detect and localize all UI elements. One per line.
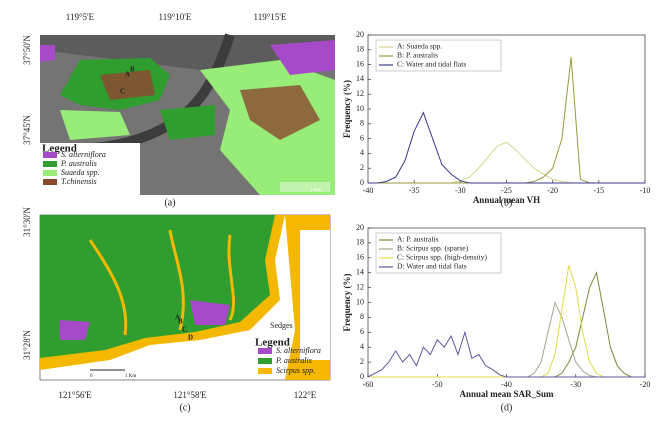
x-tick-label: -25 <box>501 186 512 195</box>
latitude-label: 31°28'N <box>22 330 32 360</box>
y-tick-label: 12 <box>356 282 364 291</box>
legend-box <box>375 39 502 72</box>
series-line <box>368 57 645 184</box>
scale-label: 1 Km <box>125 374 136 379</box>
x-tick-label: -15 <box>593 186 604 195</box>
legend-label: C: Water and tidal flats <box>397 60 466 69</box>
y-tick-label: 16 <box>356 59 364 68</box>
site-label: B <box>130 66 135 74</box>
legend-swatch <box>43 170 57 176</box>
legend-label: S. alterniflora <box>276 346 321 355</box>
y-tick-label: 14 <box>356 268 364 277</box>
y-tick-label: 16 <box>356 253 364 262</box>
site-label: A <box>125 71 130 79</box>
series-line <box>368 141 645 184</box>
y-axis-label: Frequency (%) <box>342 273 352 331</box>
legend-swatch <box>258 368 272 374</box>
y-tick-label: 4 <box>360 148 364 157</box>
y-tick-label: 6 <box>360 133 364 142</box>
y-axis-label: Frequency (%) <box>342 80 352 138</box>
y-tick-label: 8 <box>360 119 364 128</box>
legend-label: D: Water and tidal flats <box>397 262 467 271</box>
legend-label: T.chinensis <box>61 177 97 186</box>
site-label: C <box>182 326 187 334</box>
series-line <box>368 271 645 378</box>
y-tick-label: 2 <box>360 357 364 366</box>
x-tick-label: -50 <box>432 380 443 389</box>
series-line <box>367 330 645 378</box>
longitude-label: 119°15'E <box>254 12 287 22</box>
latitude-label: 37°45'N <box>22 115 32 145</box>
x-tick-label: -10 <box>640 186 651 195</box>
legend-label: A: P. australis <box>397 235 439 244</box>
legend-label: B: Scirpus spp. (sparse) <box>397 244 469 253</box>
y-tick-label: 20 <box>356 223 364 232</box>
y-tick-label: 6 <box>360 327 364 336</box>
caption: (c) <box>179 402 190 413</box>
x-axis-label: Annual mean VH <box>473 195 540 205</box>
map-c-art <box>39 214 331 381</box>
caption: (d) <box>501 402 513 413</box>
longitude-label: 121°58'E <box>173 390 207 400</box>
map-a-art <box>39 33 335 195</box>
legend-title: Legend <box>255 337 290 349</box>
x-tick-label: -20 <box>640 380 651 389</box>
y-tick-label: 8 <box>360 312 364 321</box>
y-tick-label: 10 <box>356 104 364 113</box>
legend-label: P. australis <box>60 159 97 168</box>
legend-label: B: P. australis <box>397 51 438 60</box>
legend-title: Legend <box>42 143 77 155</box>
legend-label: P. australis <box>275 356 312 365</box>
y-tick-label: 0 <box>360 178 364 187</box>
legend-swatch <box>43 161 57 167</box>
y-tick-label: 2 <box>360 163 364 172</box>
latitude-label: 31°30'N <box>22 207 32 237</box>
x-tick-label: -60 <box>363 380 374 389</box>
site-label: D <box>188 334 193 342</box>
legend-label: C: Scirpus spp. (high-density) <box>397 253 487 262</box>
x-tick-label: -30 <box>455 186 466 195</box>
y-tick-label: 20 <box>356 30 364 39</box>
y-tick-label: 10 <box>356 297 364 306</box>
latitude-label: 37°50'N <box>22 35 32 65</box>
caption: (a) <box>164 197 175 208</box>
longitude-label: 119°10'E <box>159 12 192 22</box>
x-tick-label: -40 <box>501 380 512 389</box>
site-label: C <box>120 88 125 96</box>
legend-label: Scirpus spp. <box>276 366 315 375</box>
x-tick-label: -35 <box>409 186 420 195</box>
x-tick-label: -30 <box>570 380 581 389</box>
longitude-label: 122°E <box>294 390 317 400</box>
y-tick-label: 4 <box>360 342 364 351</box>
longitude-label: 119°5'E <box>66 12 95 22</box>
legend-label: Suaeda spp. <box>61 168 100 177</box>
scale-label: 1 Km <box>310 188 321 193</box>
legend-label: S. alterniflora <box>61 150 106 159</box>
caption: (b) <box>501 197 513 208</box>
site-label: A <box>175 314 180 322</box>
x-axis-label: Annual mean SAR_Sum <box>459 389 554 399</box>
x-tick-label: -20 <box>547 186 558 195</box>
x-tick-label: -40 <box>363 186 374 195</box>
legend-box <box>375 232 502 274</box>
longitude-label: 121°56'E <box>58 390 92 400</box>
y-tick-label: 0 <box>360 372 364 381</box>
legend-swatch <box>43 179 57 185</box>
legend-swatch <box>258 358 272 364</box>
y-tick-label: 18 <box>356 45 364 54</box>
legend-swatch <box>43 152 57 158</box>
map-note: Sedges <box>270 321 293 330</box>
legend-swatch <box>258 348 272 354</box>
legend-label: A: Suaeda spp. <box>397 42 442 51</box>
y-tick-label: 18 <box>356 238 364 247</box>
series-line <box>368 300 645 378</box>
site-label: B <box>178 318 183 326</box>
y-tick-label: 12 <box>356 89 364 98</box>
series-line <box>368 265 645 378</box>
scale-label: 0 <box>90 374 93 379</box>
series-line <box>368 111 645 184</box>
y-tick-label: 14 <box>356 74 364 83</box>
